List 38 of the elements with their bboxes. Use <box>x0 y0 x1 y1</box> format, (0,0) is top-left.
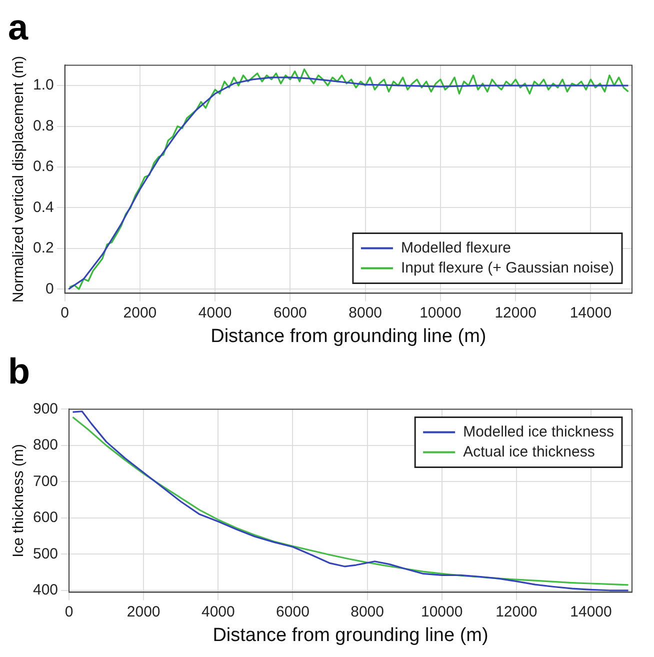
legend-label: Modelled flexure <box>400 239 512 256</box>
x-tick-label: 10000 <box>420 304 462 322</box>
y-tick-label: 0.4 <box>32 198 54 216</box>
y-axis-title: Normalized vertical displacement (m) <box>10 56 28 303</box>
chart-title: b <box>8 350 30 392</box>
x-axis-title: Distance from grounding line (m) <box>212 624 488 646</box>
y-tick-label: 800 <box>32 436 58 454</box>
x-tick-label: 8000 <box>348 304 382 322</box>
chart-title: a <box>8 6 29 48</box>
y-tick-label: 500 <box>32 545 58 562</box>
y-tick-label: 900 <box>32 400 58 418</box>
y-axis-title: Ice thickness (m) <box>10 444 28 558</box>
x-tick-label: 12000 <box>494 304 536 322</box>
legend-label: Input flexure (+ Gaussian noise) <box>400 259 614 276</box>
x-axis-title: Distance from grounding line (m) <box>210 326 486 347</box>
y-tick-label: 0.6 <box>32 158 54 176</box>
x-tick-label: 14000 <box>570 304 612 322</box>
x-tick-label: 10000 <box>420 603 463 620</box>
x-tick-label: 6000 <box>276 603 310 620</box>
x-tick-label: 6000 <box>274 304 307 322</box>
x-tick-label: 4000 <box>201 603 235 620</box>
x-tick-label: 12000 <box>496 603 538 620</box>
y-tick-label: 1.0 <box>32 76 54 94</box>
x-tick-label: 2000 <box>123 304 157 322</box>
y-tick-label: 0.8 <box>32 117 54 134</box>
y-tick-label: 0 <box>46 280 54 298</box>
legend-label: Modelled ice thickness <box>463 423 614 440</box>
y-tick-label: 400 <box>32 582 58 599</box>
y-tick-label: 600 <box>32 509 58 526</box>
x-tick-label: 0 <box>60 304 70 322</box>
y-tick-label: 0.2 <box>32 240 54 257</box>
legend-label: Actual ice thickness <box>463 443 595 460</box>
y-tick-label: 700 <box>32 472 58 490</box>
x-tick-label: 2000 <box>126 603 160 620</box>
x-tick-label: 8000 <box>350 603 384 620</box>
x-tick-label: 0 <box>64 603 74 620</box>
x-tick-label: 14000 <box>570 603 612 620</box>
x-tick-label: 4000 <box>198 304 232 322</box>
